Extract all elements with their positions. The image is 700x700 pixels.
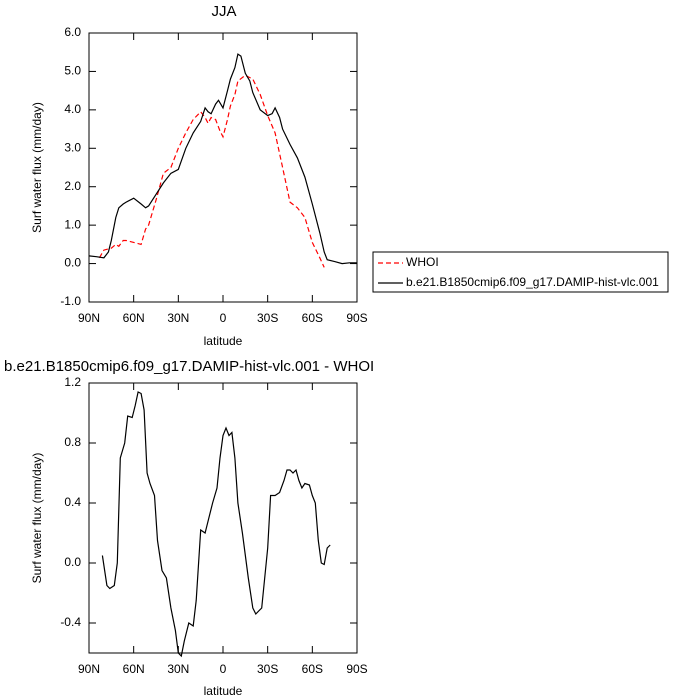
y-tick-label: 0.0: [64, 256, 81, 270]
data-line: [98, 74, 325, 268]
y-tick-label: 4.0: [64, 102, 81, 116]
y-tick-label: 6.0: [64, 25, 81, 39]
x-tick-label: 30N: [167, 311, 189, 325]
y-tick-label: 1.2: [64, 375, 81, 389]
chart-title: JJA: [211, 3, 236, 20]
y-tick-label: 0.8: [64, 435, 81, 449]
plot-frame: [88, 32, 358, 303]
y-tick-label: 0.4: [64, 495, 81, 509]
x-tick-label: 90S: [346, 662, 367, 676]
y-tick-label: 3.0: [64, 140, 81, 154]
y-axis-title: Surf water flux (mm/day): [30, 453, 44, 584]
chart-title: b.e21.B1850cmip6.f09_g17.DAMIP-hist-vlc.…: [4, 358, 374, 375]
x-tick-label: 0: [220, 311, 227, 325]
y-tick-label: 2.0: [64, 179, 81, 193]
y-tick-label: 1.0: [64, 217, 81, 231]
legend-box: [372, 251, 669, 293]
data-line: [88, 53, 357, 265]
legend-label: WHOI: [406, 255, 439, 269]
y-axis-title: Surf water flux (mm/day): [30, 102, 44, 233]
x-tick-label: 30N: [167, 662, 189, 676]
x-axis-title: latitude: [204, 684, 243, 698]
x-tick-label: 90N: [78, 662, 100, 676]
x-axis-title: latitude: [204, 334, 243, 348]
y-tick-label: -1.0: [60, 294, 81, 308]
x-tick-label: 60N: [123, 662, 145, 676]
y-tick-label: 0.0: [64, 555, 81, 569]
x-tick-label: 60S: [302, 311, 323, 325]
data-line: [101, 391, 331, 658]
x-tick-label: 30S: [257, 311, 278, 325]
y-tick-label: 5.0: [64, 64, 81, 78]
x-tick-label: 90S: [346, 311, 367, 325]
legend-label: b.e21.B1850cmip6.f09_g17.DAMIP-hist-vlc.…: [406, 275, 659, 289]
x-tick-label: 0: [220, 662, 227, 676]
x-tick-label: 60S: [302, 662, 323, 676]
y-tick-label: -0.4: [60, 615, 81, 629]
x-tick-label: 60N: [123, 311, 145, 325]
x-tick-label: 90N: [78, 311, 100, 325]
x-tick-label: 30S: [257, 662, 278, 676]
